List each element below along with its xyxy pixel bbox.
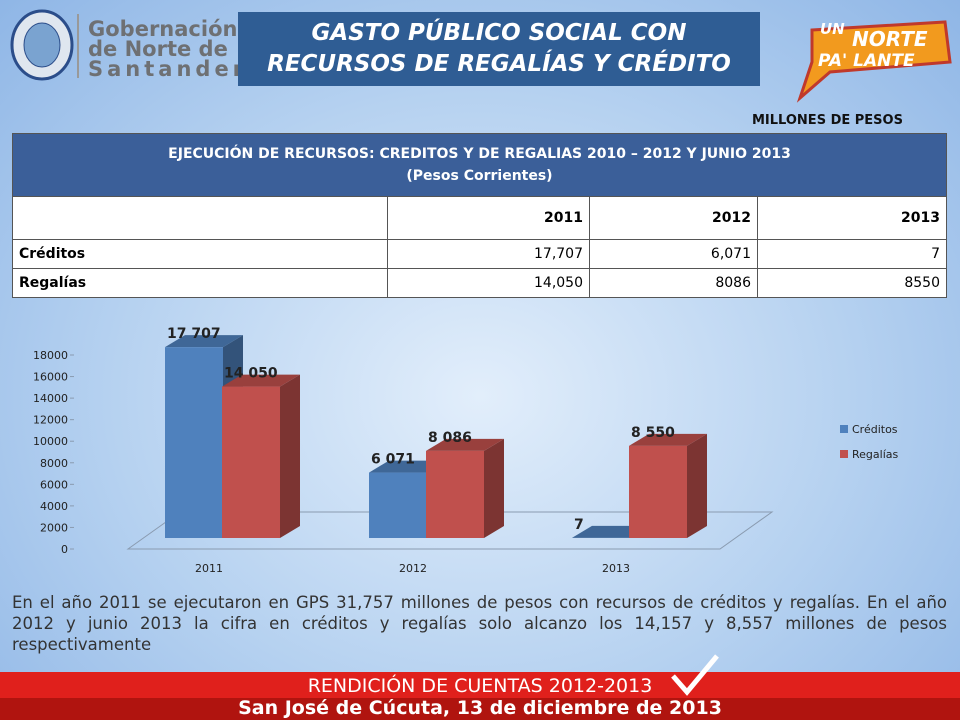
empty-cell <box>12 196 388 240</box>
bar-side <box>687 433 707 538</box>
column-header: 2011 <box>387 196 590 240</box>
cell: 8550 <box>757 268 947 298</box>
check <box>671 654 719 696</box>
table-title: EJECUCIÓN DE RECURSOS: CREDITOS Y DE REG… <box>168 146 791 162</box>
data-table: EJECUCIÓN DE RECURSOS: CREDITOS Y DE REG… <box>12 133 947 298</box>
y-tick-label: 0 <box>61 543 68 556</box>
checkmark <box>671 654 719 696</box>
column-header: 2012 <box>589 196 758 240</box>
y-tick-label: 8000 <box>40 457 68 470</box>
x-tick-label: 2011 <box>195 562 223 575</box>
bar <box>222 386 280 538</box>
data-label: 17 707 <box>167 326 221 342</box>
footer-subtitle: San José de Cúcuta, 13 de diciembre de 2… <box>0 698 960 720</box>
bar <box>369 472 427 538</box>
bar-top <box>222 374 300 387</box>
x-tick-label: 2012 <box>399 562 427 575</box>
x-tick-label: 2013 <box>602 562 630 575</box>
y-tick-label: 2000 <box>40 521 68 534</box>
y-tick-label: 14000 <box>33 392 68 405</box>
legend-label: Regalías <box>852 448 898 461</box>
bar <box>426 450 484 538</box>
right-logo-shape <box>796 20 952 103</box>
y-tick-label: 18000 <box>33 349 68 362</box>
footer-title: RENDICIÓN DE CUENTAS 2012-2013 <box>0 672 960 698</box>
logo-text: de Norte de <box>88 37 228 61</box>
column-header: 2013 <box>757 196 947 240</box>
cell: 6,071 <box>589 239 758 269</box>
data-label: 8 550 <box>631 425 675 441</box>
bar <box>165 347 223 538</box>
table-subtitle: (Pesos Corrientes) <box>406 168 553 184</box>
cell: 8086 <box>589 268 758 298</box>
title-line: GASTO PÚBLICO SOCIAL CON <box>311 20 687 46</box>
legend-swatch <box>840 450 848 458</box>
logo-right-text: NORTE <box>852 27 928 51</box>
y-tick-label: 16000 <box>33 371 68 384</box>
cell: 7 <box>757 239 947 269</box>
data-label: 6 071 <box>371 452 415 468</box>
title-box: GASTO PÚBLICO SOCIAL CON RECURSOS DE REG… <box>238 12 760 86</box>
logos: Gobernación de Norte de Santander UN NOR… <box>10 9 952 103</box>
data-label: 14 050 <box>224 366 278 382</box>
logo-right-text: UN <box>820 20 845 38</box>
bar-top <box>426 438 504 451</box>
cell: 14,050 <box>387 268 590 298</box>
bar-side <box>280 374 300 538</box>
legend-label: Créditos <box>852 423 898 436</box>
table-header: EJECUCIÓN DE RECURSOS: CREDITOS Y DE REG… <box>12 133 947 197</box>
bar-top <box>629 433 707 446</box>
y-tick-label: 10000 <box>33 435 68 448</box>
y-tick-label: 4000 <box>40 500 68 513</box>
bar-side <box>484 438 504 538</box>
paragraph: En el año 2011 se ejecutaron en GPS 31,7… <box>12 593 947 654</box>
cell: 17,707 <box>387 239 590 269</box>
chart: 0 2000 4000 6000 8000 10000 12000 14000 16000 180… <box>33 326 898 575</box>
bar <box>629 445 687 538</box>
legend-swatch <box>840 425 848 433</box>
units: MILLONES DE PESOS <box>752 113 903 128</box>
y-tick-label: 12000 <box>33 414 68 427</box>
data-label: 8 086 <box>428 430 472 446</box>
row-label: Créditos <box>12 239 388 269</box>
logo-text: Gobernación <box>88 17 237 41</box>
left-emblem-inner <box>23 22 61 68</box>
row-label: Regalías <box>12 268 388 298</box>
bar-top <box>165 335 243 348</box>
logo-text: Santander <box>88 57 247 81</box>
logo-right-text: PA' LANTE <box>818 51 915 71</box>
title-line: RECURSOS DE REGALÍAS Y CRÉDITO <box>267 51 731 77</box>
floor <box>126 511 774 550</box>
y-tick-label: 6000 <box>40 478 68 491</box>
data-label: 7 <box>574 517 584 533</box>
